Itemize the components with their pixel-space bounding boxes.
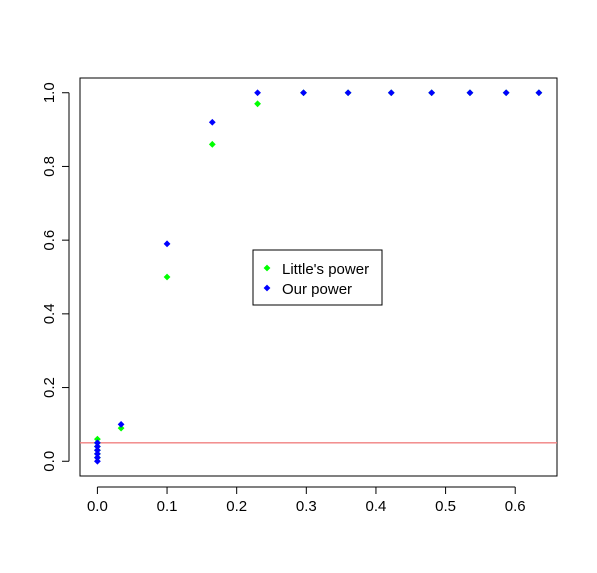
our-power-point [94, 446, 101, 454]
our-power-point [117, 421, 125, 428]
x-tick-label: 0.6 [505, 498, 526, 515]
our-power-point [94, 457, 101, 465]
our-power-point [387, 89, 395, 97]
our-power-point [428, 89, 436, 97]
our-power-point [94, 443, 101, 450]
our-power-point [300, 89, 307, 97]
x-tick-label: 0.1 [157, 498, 178, 515]
y-tick-label: 0.4 [41, 303, 58, 324]
littles-power-point [163, 273, 171, 281]
legend-marker-our-power [263, 284, 271, 292]
data-points [94, 89, 543, 465]
our-power-point [254, 89, 261, 97]
legend-label-our-power: Our power [282, 281, 352, 298]
x-axis: 0.0 0.1 0.2 0.3 0.4 0.5 0.6 [87, 486, 526, 515]
our-power-point [466, 89, 474, 97]
plot-frame [79, 77, 558, 477]
our-power-point [94, 439, 101, 447]
y-axis: 0.0 0.2 0.4 0.6 0.8 1.0 [41, 82, 70, 472]
y-tick-label: 1.0 [41, 82, 58, 103]
our-power-point [344, 89, 352, 97]
y-tick-label: 0.0 [41, 451, 58, 472]
our-power-point [163, 240, 171, 248]
legend-box [252, 249, 383, 306]
y-tick-label: 0.2 [41, 377, 58, 398]
our-power-point [208, 118, 216, 126]
littles-power-point [254, 100, 261, 108]
littles-power-point [94, 435, 101, 443]
x-tick-label: 0.4 [366, 498, 387, 515]
our-power-point [502, 89, 510, 97]
our-power-point [94, 450, 101, 458]
our-power-point [94, 454, 101, 461]
y-tick-label: 0.6 [41, 230, 58, 251]
legend-marker-littles-power [263, 264, 271, 272]
legend: Little's power Our power [252, 249, 383, 306]
our-power-point [535, 89, 543, 97]
x-tick-label: 0.0 [87, 498, 108, 515]
legend-label-littles-power: Little's power [282, 261, 369, 278]
littles-power-point [117, 424, 125, 432]
x-tick-label: 0.5 [435, 498, 456, 515]
x-tick-label: 0.3 [296, 498, 317, 515]
x-tick-label: 0.2 [226, 498, 247, 515]
y-tick-label: 0.8 [41, 156, 58, 177]
littles-power-point [208, 140, 216, 148]
